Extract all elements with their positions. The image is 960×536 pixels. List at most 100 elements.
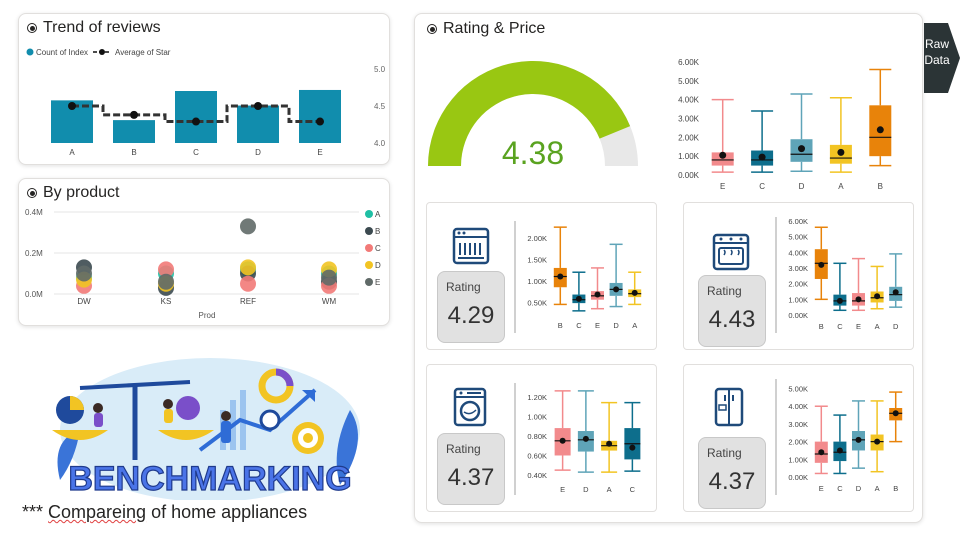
trend-arrow-head — [302, 390, 315, 402]
x-tick-label: E — [560, 485, 565, 494]
y-tick-label: 3.00K — [788, 264, 808, 273]
raw-data-label-line1: Raw — [924, 37, 949, 51]
legend-label: C — [375, 244, 381, 253]
magnifier-icon — [259, 409, 281, 431]
rating-kpi: Rating 4.37 — [437, 433, 505, 505]
x-tick-label: C — [837, 484, 843, 493]
divider — [775, 379, 777, 495]
bar-e — [299, 89, 341, 143]
rating-gauge[interactable]: 4.38 — [423, 54, 653, 194]
y-tick-label: 1.00K — [527, 277, 547, 286]
pie-chart-icon — [176, 396, 200, 420]
mean-marker — [559, 437, 566, 444]
mean-marker — [818, 261, 825, 268]
y-tick-label: 2.00K — [788, 280, 808, 289]
price-boxplot-all[interactable]: 0.00K 1.00K 2.00K 3.00K 4.00K 5.00K 6.00K E C D A B — [655, 42, 905, 192]
y-tick-label: 6.00K — [788, 219, 808, 226]
x-tick-label: C — [193, 148, 199, 157]
legend-label: E — [375, 278, 380, 287]
y-tick-label: 3.00K — [678, 115, 700, 124]
raw-data-button-shape — [924, 23, 960, 93]
y-tick-label: 2.00K — [527, 234, 547, 243]
legend-label: B — [375, 227, 380, 236]
x-tick-label: B — [819, 322, 824, 331]
mean-marker — [836, 447, 843, 454]
pie-chart-slice — [70, 396, 84, 410]
legend-marker-count — [26, 48, 34, 56]
price-boxplot-washing-machine[interactable]: 0.40K 0.60K 0.80K 1.00K 1.20K E D A C — [519, 385, 649, 495]
x-tick-label: B — [131, 148, 136, 157]
y-tick-label: 0.00K — [788, 473, 808, 482]
y-tick-label: 6.00K — [678, 58, 700, 67]
legend-marker — [365, 278, 373, 286]
x-tick-label: A — [838, 182, 844, 191]
bar-d — [237, 105, 279, 143]
mean-marker — [613, 286, 620, 293]
trend-chart[interactable]: Count of Index Average of Star 5.0 4.5 4.0 A B… — [19, 14, 391, 166]
x-tick-label: B — [878, 182, 883, 191]
mean-marker — [798, 145, 805, 153]
y-tick-label: 0.80K — [527, 432, 547, 441]
rating-kpi: Rating 4.43 — [698, 275, 766, 347]
mean-marker — [837, 148, 845, 156]
x-tick-label: D — [893, 322, 899, 331]
trend-title-text: Trend of reviews — [43, 19, 161, 36]
price-boxplot-dishwasher[interactable]: 0.50K 1.00K 1.50K 2.00K B C E D A — [519, 223, 649, 333]
trend-title: Trend of reviews — [27, 19, 161, 37]
point-c — [158, 261, 174, 278]
x-tick-label: DW — [77, 297, 91, 306]
point-e — [321, 269, 337, 286]
y-tick-label: 1.00K — [527, 412, 547, 421]
y-tick-label: 0.60K — [527, 451, 547, 460]
x-tick-label: E — [819, 484, 824, 493]
legend-marker — [365, 227, 373, 235]
footnote-rest: of home appliances — [146, 502, 308, 522]
average-star-point — [68, 102, 76, 110]
y-tick-label: 1.20K — [527, 393, 547, 402]
raw-data-button[interactable]: Raw Data — [924, 23, 960, 93]
gauge-fill — [428, 60, 631, 167]
x-tick-label: A — [632, 321, 637, 330]
average-star-point — [316, 117, 324, 126]
y-tick-label: 0.0M — [25, 290, 43, 299]
y2-tick-label: 4.0 — [374, 139, 386, 148]
legend-label-star: Average of Star — [115, 48, 171, 57]
trend-arrow — [198, 388, 317, 452]
target-center — [303, 433, 313, 443]
y-tick-label: 1.00K — [678, 152, 700, 161]
dishwasher-tile: Rating 4.29 0.50K 1.00K 1.50K 2.00K B C E D A — [426, 202, 657, 350]
x-tick-label: A — [875, 322, 880, 331]
x-tick-label: E — [317, 148, 322, 157]
benchmarking-word: BENCHMARKING — [68, 460, 351, 498]
legend-marker-star — [99, 49, 105, 55]
mean-marker — [594, 291, 601, 298]
average-star-point — [192, 117, 200, 126]
legend-marker — [365, 210, 373, 218]
y-tick-label: 5.00K — [788, 385, 808, 394]
scale-pan-left — [52, 430, 108, 440]
y2-tick-label: 4.5 — [374, 102, 386, 111]
rating-label: Rating — [446, 280, 481, 294]
y-tick-label: 0.00K — [788, 311, 808, 320]
rating-value: 4.29 — [447, 302, 495, 329]
x-tick-label: C — [759, 182, 765, 191]
point-e — [240, 218, 256, 235]
mean-marker — [892, 289, 899, 296]
x-tick-label: A — [607, 485, 612, 494]
mean-marker — [836, 297, 843, 304]
mean-marker — [855, 436, 862, 443]
rating-price-card: Rating & Price 4.38 0.00K 1.00K 2.00K 3.00K… — [414, 13, 923, 523]
price-boxplot-refrigerator[interactable]: 0.00K 1.00K 2.00K 3.00K 4.00K 5.00K E C D A B — [780, 381, 910, 493]
x-tick-label: C — [630, 485, 636, 494]
rating-price-title-text: Rating & Price — [443, 20, 546, 37]
price-boxplot-oven[interactable]: 0.00K 1.00K 2.00K 3.00K 4.00K 5.00K 6.00K B C E A D — [780, 219, 910, 331]
trend-of-reviews-card: Trend of reviews Count of Index Average o… — [18, 13, 390, 165]
mean-marker — [606, 440, 613, 447]
x-tick-label: KS — [161, 297, 172, 306]
rating-value: 4.37 — [447, 464, 495, 491]
average-star-point — [254, 102, 262, 110]
benchmarking-illustration: BENCHMARKING — [52, 358, 360, 500]
mean-marker — [557, 273, 564, 280]
refrigerator-tile: Rating 4.37 0.00K 1.00K 2.00K 3.00K 4.00K 5.0… — [683, 364, 914, 512]
